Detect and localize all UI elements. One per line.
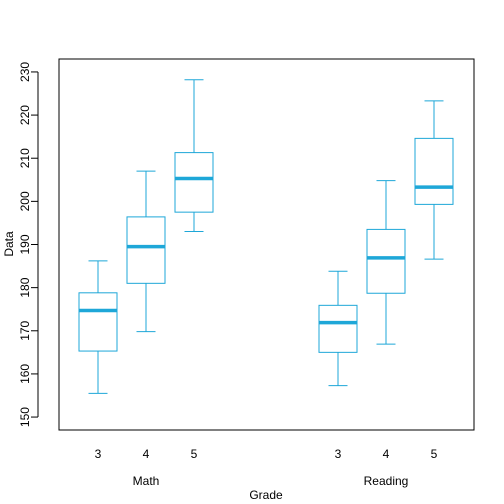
- y-tick-label-160: 160: [18, 364, 32, 384]
- box-iqr: [78, 292, 118, 352]
- plot-frame: [58, 58, 475, 431]
- x-tick-label-math-4: 4: [143, 447, 150, 461]
- y-tick-label-230: 230: [18, 62, 32, 82]
- y-tick-label-150: 150: [18, 407, 32, 427]
- x-tick-labels: 3 4 5 3 4 5: [95, 447, 438, 461]
- x-tick-label-math-3: 3: [95, 447, 102, 461]
- box-iqr: [174, 152, 214, 213]
- x-axis-label: Grade: [249, 488, 283, 502]
- box-iqr: [366, 228, 406, 294]
- box-iqr: [126, 216, 166, 284]
- box-math-4: [126, 170, 166, 333]
- boxes-layer: [78, 79, 454, 394]
- y-axis: 150 160 170 180 190 200 210 220 230: [18, 62, 39, 427]
- y-tick-label-210: 210: [18, 148, 32, 168]
- box-reading-5: [414, 100, 454, 260]
- box-iqr: [414, 137, 454, 205]
- y-tick-label-220: 220: [18, 105, 32, 125]
- x-tick-label-reading-3: 3: [335, 447, 342, 461]
- box-iqr: [318, 304, 358, 353]
- group-label-reading: Reading: [364, 474, 409, 488]
- y-tick-label-200: 200: [18, 191, 32, 211]
- y-tick-label-190: 190: [18, 234, 32, 254]
- box-math-3: [78, 260, 118, 394]
- y-axis-label: Data: [2, 231, 16, 257]
- box-reading-4: [366, 180, 406, 345]
- y-tick-label-180: 180: [18, 277, 32, 297]
- y-tick-label-170: 170: [18, 320, 32, 340]
- box-reading-3: [318, 270, 358, 387]
- x-tick-label-math-5: 5: [191, 447, 198, 461]
- box-math-5: [174, 79, 214, 233]
- group-label-math: Math: [133, 474, 160, 488]
- x-tick-label-reading-4: 4: [383, 447, 390, 461]
- x-tick-label-reading-5: 5: [431, 447, 438, 461]
- group-labels: Math Reading: [133, 474, 409, 488]
